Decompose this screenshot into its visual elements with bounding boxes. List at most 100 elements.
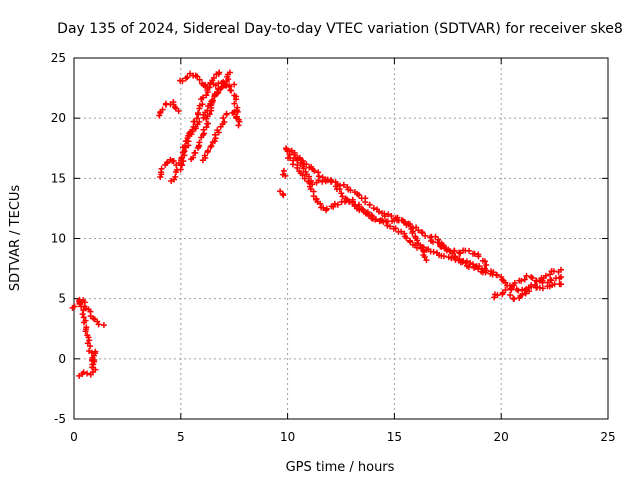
data-point — [71, 303, 78, 310]
data-point — [334, 201, 341, 208]
data-point — [465, 264, 472, 271]
data-point — [287, 154, 294, 161]
data-point — [323, 205, 330, 212]
data-point — [84, 370, 91, 377]
data-point — [336, 185, 343, 192]
y-tick-label: 25 — [51, 51, 66, 65]
data-point — [360, 206, 367, 213]
data-point — [226, 69, 233, 76]
data-point — [193, 115, 200, 122]
data-point — [214, 127, 221, 134]
data-point — [457, 250, 464, 257]
data-point — [409, 230, 416, 237]
data-point — [317, 200, 324, 207]
data-point — [231, 81, 238, 88]
data-point — [507, 292, 514, 299]
data-point — [452, 254, 459, 261]
data-point — [203, 124, 210, 131]
x-tick-label: 0 — [70, 430, 78, 444]
data-point — [228, 87, 235, 94]
axis-ticks: 0 5 10 15 20 25 -5 0 5 10 15 20 25 — [51, 51, 616, 444]
data-point — [89, 368, 96, 375]
data-point — [80, 307, 87, 314]
data-point — [547, 271, 554, 278]
data-point — [515, 287, 522, 294]
data-point — [207, 143, 214, 150]
data-point — [184, 74, 191, 81]
data-point — [315, 177, 322, 184]
data-point — [511, 280, 518, 287]
data-point — [331, 200, 338, 207]
data-point — [211, 138, 218, 145]
data-point — [203, 92, 210, 99]
data-point — [375, 208, 382, 215]
data-point — [502, 286, 509, 293]
x-tick-label: 15 — [387, 430, 402, 444]
data-point — [315, 169, 322, 176]
data-point — [475, 253, 482, 260]
data-point — [542, 272, 549, 279]
y-axis-label: SDTVAR / TECUs — [8, 185, 23, 292]
data-point — [414, 237, 421, 244]
data-point — [511, 296, 518, 303]
data-point — [340, 181, 347, 188]
data-point — [518, 277, 525, 284]
data-point — [202, 83, 209, 90]
data-point — [415, 227, 422, 234]
data-point — [309, 181, 316, 188]
data-point — [328, 178, 335, 185]
data-point — [78, 303, 85, 310]
data-point — [220, 78, 227, 85]
data-point — [226, 83, 233, 90]
data-point — [471, 263, 478, 270]
data-point — [220, 114, 227, 121]
data-point — [221, 119, 228, 126]
data-point — [80, 319, 87, 326]
y-tick-label: 10 — [51, 232, 66, 246]
data-point — [185, 142, 192, 149]
data-point — [394, 214, 401, 221]
data-point — [494, 292, 501, 299]
data-point — [392, 225, 399, 232]
data-point — [186, 70, 193, 77]
data-point — [294, 164, 301, 171]
data-point — [280, 192, 287, 199]
data-point — [158, 165, 165, 172]
data-point — [440, 253, 447, 260]
data-point — [506, 282, 513, 289]
data-point — [523, 272, 530, 279]
data-point — [159, 106, 166, 113]
data-point — [236, 118, 243, 125]
data-point — [180, 158, 187, 165]
data-point — [210, 74, 217, 81]
data-point — [296, 154, 303, 161]
data-point — [190, 154, 197, 161]
x-axis-label: GPS time / hours — [286, 460, 395, 475]
data-point — [92, 348, 99, 355]
data-point — [483, 261, 490, 268]
data-point — [387, 223, 394, 230]
data-point — [311, 167, 318, 174]
data-point — [206, 84, 213, 91]
data-point — [87, 343, 94, 350]
x-tick-label: 5 — [177, 430, 185, 444]
data-point — [519, 291, 526, 298]
data-point — [80, 314, 87, 321]
data-point — [208, 142, 215, 149]
data-point — [481, 258, 488, 265]
data-point — [440, 242, 447, 249]
data-point — [190, 118, 197, 125]
data-point — [528, 283, 535, 290]
data-point — [179, 77, 186, 84]
data-point — [435, 236, 442, 243]
data-point — [528, 273, 535, 280]
data-point — [219, 84, 226, 91]
data-point — [508, 286, 515, 293]
data-point — [339, 193, 346, 200]
data-point — [280, 167, 287, 174]
data-point — [199, 94, 206, 101]
data-point — [199, 101, 206, 108]
data-point — [368, 215, 375, 222]
data-point — [194, 73, 201, 80]
